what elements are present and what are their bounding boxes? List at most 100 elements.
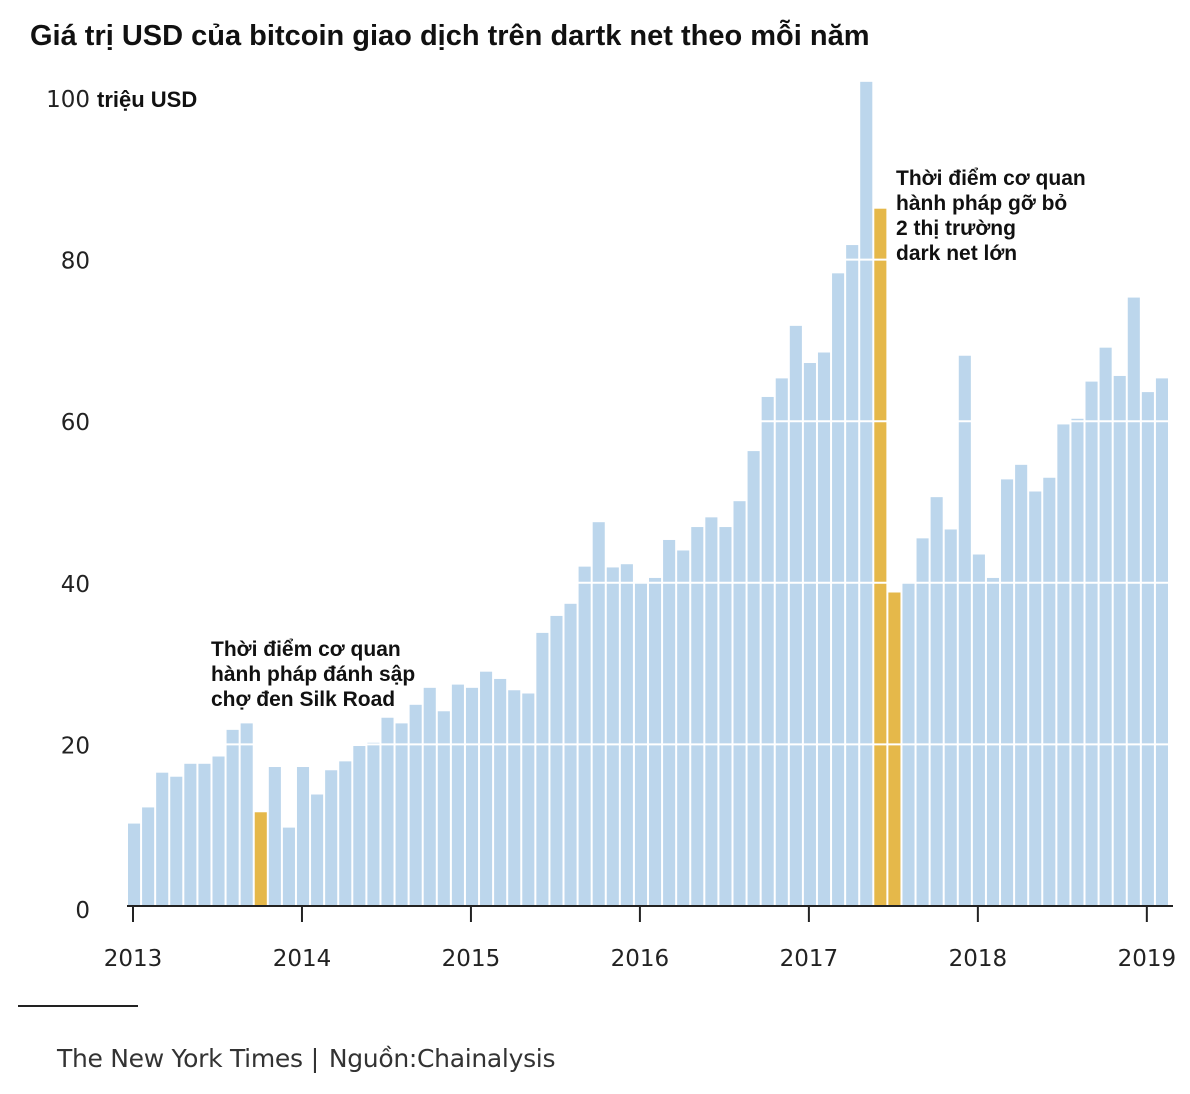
data-bar — [325, 770, 338, 906]
data-bar — [508, 690, 521, 906]
data-bar — [606, 567, 619, 906]
data-bar — [1085, 381, 1098, 906]
data-bar — [1141, 392, 1154, 906]
data-bar — [353, 746, 366, 906]
data-bar — [198, 763, 211, 906]
data-bar — [817, 352, 831, 906]
data-bar — [240, 723, 253, 906]
annotation-line: Thời điểm cơ quan — [211, 638, 401, 661]
data-bar — [212, 756, 225, 906]
data-bar — [550, 615, 563, 906]
data-bar — [268, 767, 281, 906]
x-tick-label: 2015 — [442, 946, 501, 972]
data-bar — [170, 776, 183, 906]
data-bar — [1043, 477, 1056, 906]
data-bar — [958, 355, 971, 906]
data-bar — [367, 742, 380, 906]
y-tick-label: 20 — [61, 733, 90, 759]
data-bar — [282, 827, 295, 906]
data-bar — [1113, 375, 1126, 906]
data-bar — [747, 451, 760, 906]
annotation-line: dark net lớn — [896, 242, 1017, 265]
data-bar — [451, 684, 464, 906]
annotation-line: chợ đen Silk Road — [211, 688, 395, 711]
data-bar — [381, 717, 394, 906]
publisher-name: The New York Times — [57, 1044, 303, 1073]
data-bar — [691, 527, 704, 906]
data-bar — [1127, 297, 1140, 907]
data-bar — [733, 501, 746, 906]
data-bar — [944, 529, 957, 906]
y-tick-label: 100 — [46, 87, 90, 113]
y-tick-label: 80 — [61, 249, 90, 275]
data-bar — [226, 729, 239, 906]
data-bar — [860, 81, 873, 907]
data-bar — [846, 245, 859, 906]
data-bar — [536, 632, 549, 906]
highlight-bar — [874, 208, 887, 906]
data-bar — [930, 497, 943, 906]
data-bar — [1099, 347, 1112, 906]
data-bar — [184, 763, 197, 906]
data-bar — [620, 564, 633, 906]
data-bar — [1029, 491, 1042, 906]
x-tick-label: 2018 — [949, 946, 1008, 972]
footer: The New York Times | Nguồn:Chainalysis — [57, 1044, 555, 1073]
x-tick-label: 2013 — [104, 946, 163, 972]
data-bar — [578, 566, 591, 906]
data-bar — [409, 704, 422, 906]
data-bar — [395, 723, 408, 906]
data-bar — [296, 767, 310, 906]
y-axis-unit-label: triệu USD — [97, 87, 197, 112]
data-bar — [1057, 424, 1070, 906]
y-tick-label: 40 — [61, 572, 90, 598]
data-bar — [677, 550, 690, 906]
x-tick-label: 2016 — [611, 946, 670, 972]
bar-chart: 0 20 40 60 80 100 triệu USD 2013 2014 2015 2016 201… — [46, 81, 1177, 972]
annotation-line: Thời điểm cơ quan — [896, 167, 1086, 190]
data-bar — [156, 772, 169, 906]
data-bar — [916, 538, 929, 906]
data-bar — [522, 693, 535, 906]
source-name: Chainalysis — [417, 1044, 556, 1073]
source-label: Nguồn: — [328, 1044, 417, 1073]
annotation-line: hành pháp đánh sập — [211, 663, 415, 686]
data-bar — [465, 687, 479, 906]
data-bar — [1071, 418, 1084, 906]
footer-divider — [18, 1005, 138, 1007]
data-bar — [789, 325, 802, 906]
data-bar — [311, 794, 324, 906]
data-bar — [1001, 479, 1014, 906]
data-bar — [705, 517, 718, 906]
data-bar — [494, 678, 507, 906]
data-bar — [803, 363, 816, 906]
data-bar — [128, 823, 141, 906]
y-tick-label: 60 — [61, 410, 90, 436]
data-bar — [592, 522, 605, 906]
data-bar — [1155, 378, 1168, 906]
highlight-bar — [888, 592, 901, 906]
data-bar — [649, 577, 662, 906]
data-bar — [761, 396, 774, 906]
data-bar — [1015, 464, 1028, 906]
data-bar — [423, 687, 436, 906]
x-tick-label: 2019 — [1118, 946, 1177, 972]
data-bar — [480, 671, 493, 906]
data-bar — [142, 807, 155, 906]
x-tick-label: 2014 — [273, 946, 332, 972]
data-bar — [972, 554, 985, 906]
annotation-line: 2 thị trường — [896, 217, 1016, 240]
data-bar — [437, 711, 450, 906]
data-bar — [564, 603, 577, 906]
x-tick-label: 2017 — [780, 946, 839, 972]
footer-separator: | — [310, 1044, 319, 1073]
y-tick-label: 0 — [75, 898, 90, 924]
data-bar — [663, 539, 676, 906]
chart-title: Giá trị USD của bitcoin giao dịch trên d… — [30, 20, 870, 52]
data-bar — [775, 378, 788, 906]
data-bar — [339, 761, 352, 906]
data-bar — [986, 577, 1000, 906]
highlight-bar — [254, 812, 267, 906]
data-bar — [832, 273, 845, 907]
data-bar — [719, 527, 732, 906]
